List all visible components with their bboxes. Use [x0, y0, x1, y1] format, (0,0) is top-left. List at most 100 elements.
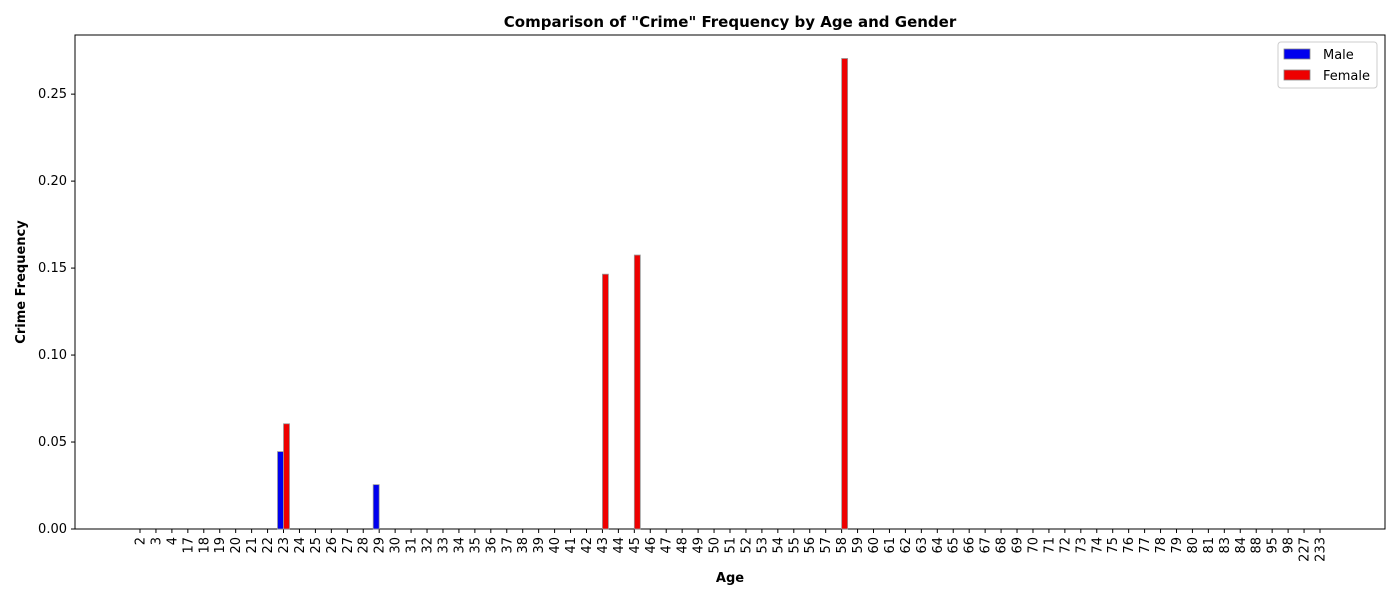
legend-label-female: Female — [1323, 69, 1370, 84]
x-tick-label: 68 — [995, 537, 1010, 554]
legend: Male Female — [1277, 41, 1378, 89]
x-tick-label: 18 — [197, 537, 212, 554]
x-axis-label: Age — [716, 571, 744, 586]
x-tick-label: 75 — [1106, 537, 1121, 554]
legend-swatch-male — [1283, 48, 1311, 60]
x-tick-label: 77 — [1138, 537, 1153, 554]
x-tick-label: 80 — [1186, 537, 1201, 554]
x-tick-label: 29 — [373, 537, 388, 554]
x-tick-label: 17 — [181, 537, 196, 554]
x-tick-label: 43 — [596, 537, 611, 554]
x-tick-label: 42 — [580, 537, 595, 554]
x-tick-label: 44 — [612, 537, 627, 554]
x-tick-label: 76 — [1122, 537, 1137, 554]
x-tick-label: 78 — [1154, 537, 1169, 554]
x-tick-label: 47 — [660, 537, 675, 554]
x-tick-label: 98 — [1282, 537, 1297, 554]
x-tick-label: 33 — [436, 537, 451, 554]
x-tick-label: 74 — [1090, 537, 1105, 554]
x-tick-label: 34 — [452, 537, 467, 554]
x-tick-label: 40 — [548, 537, 563, 554]
y-tick-label: 0.25 — [38, 87, 67, 102]
x-tick-label: 67 — [979, 537, 994, 554]
y-tick-label: 0.05 — [38, 435, 67, 450]
bar-female-58 — [841, 58, 849, 530]
x-tick-label: 73 — [1074, 537, 1089, 554]
x-tick-label: 57 — [819, 537, 834, 554]
x-tick-label: 95 — [1266, 537, 1281, 554]
x-tick-label: 36 — [484, 537, 499, 554]
x-tick-label: 54 — [771, 537, 786, 554]
x-tick-label: 53 — [755, 537, 770, 554]
x-tick-label: 32 — [421, 537, 436, 554]
x-tick-label: 64 — [931, 537, 946, 554]
x-tick-label: 233 — [1314, 537, 1329, 562]
x-tick-label: 60 — [867, 537, 882, 554]
x-tick-label: 31 — [405, 537, 420, 554]
x-tick-label: 88 — [1250, 537, 1265, 554]
x-tick-label: 62 — [899, 537, 914, 554]
bar-female-23 — [283, 423, 290, 530]
x-tick-label: 81 — [1202, 537, 1217, 554]
plot-area — [74, 34, 1386, 530]
y-tick-label: 0.20 — [38, 174, 67, 189]
x-tick-label: 69 — [1011, 537, 1026, 554]
x-axis: 2 3 4 17 18 19 20 21 22 23 24 25 26 27 28 29 30 31 32 33 34 3… — [134, 529, 1329, 562]
x-tick-label: 45 — [628, 537, 643, 554]
x-tick-label: 72 — [1058, 537, 1073, 554]
x-tick-label: 84 — [1234, 537, 1249, 554]
x-tick-label: 46 — [644, 537, 659, 554]
x-tick-label: 25 — [309, 537, 324, 554]
x-tick-label: 48 — [676, 537, 691, 554]
x-tick-label: 49 — [692, 537, 707, 554]
x-tick-label: 51 — [724, 537, 739, 554]
x-tick-label: 2 — [134, 537, 149, 545]
x-tick-label: 50 — [708, 537, 723, 554]
bar-male-29 — [372, 484, 380, 530]
x-tick-label: 4 — [165, 537, 180, 545]
bars — [277, 58, 849, 530]
x-tick-label: 59 — [851, 537, 866, 554]
x-tick-label: 20 — [229, 537, 244, 554]
x-tick-label: 227 — [1298, 537, 1313, 562]
x-tick-label: 23 — [277, 537, 292, 554]
x-tick-label: 19 — [213, 537, 228, 554]
x-tick-label: 22 — [261, 537, 276, 554]
x-tick-label: 27 — [341, 537, 356, 554]
x-tick-label: 61 — [883, 537, 898, 554]
x-tick-label: 79 — [1170, 537, 1185, 554]
x-tick-label: 66 — [963, 537, 978, 554]
x-tick-label: 3 — [149, 537, 164, 545]
x-tick-label: 55 — [787, 537, 802, 554]
bar-female-43 — [602, 273, 609, 530]
y-tick-label: 0.15 — [38, 261, 67, 276]
x-tick-label: 38 — [516, 537, 531, 554]
x-tick-label: 30 — [389, 537, 404, 554]
x-tick-label: 63 — [915, 537, 930, 554]
y-axis: 0.00 0.05 0.10 0.15 0.20 0.25 — [38, 87, 75, 537]
x-tick-label: 24 — [293, 537, 308, 554]
x-tick-label: 39 — [532, 537, 547, 554]
x-tick-label: 70 — [1026, 537, 1041, 554]
x-tick-label: 26 — [325, 537, 340, 554]
x-tick-label: 35 — [468, 537, 483, 554]
x-tick-label: 71 — [1042, 537, 1057, 554]
bar-male-23 — [277, 451, 284, 530]
x-tick-label: 21 — [245, 537, 260, 554]
legend-swatch-female — [1283, 69, 1311, 81]
y-axis-label: Crime Frequency — [14, 220, 29, 344]
x-tick-label: 56 — [803, 537, 818, 554]
chart-title: Comparison of "Crime" Frequency by Age a… — [504, 13, 957, 31]
y-tick-label: 0.10 — [38, 348, 67, 363]
x-tick-label: 83 — [1218, 537, 1233, 554]
x-tick-label: 37 — [500, 537, 515, 554]
x-tick-label: 52 — [739, 537, 754, 554]
bar-female-45 — [633, 254, 641, 530]
x-tick-label: 65 — [947, 537, 962, 554]
y-tick-label: 0.00 — [38, 522, 67, 537]
x-tick-label: 28 — [357, 537, 372, 554]
legend-label-male: Male — [1323, 48, 1354, 63]
x-tick-label: 41 — [564, 537, 579, 554]
x-tick-label: 58 — [835, 537, 850, 554]
